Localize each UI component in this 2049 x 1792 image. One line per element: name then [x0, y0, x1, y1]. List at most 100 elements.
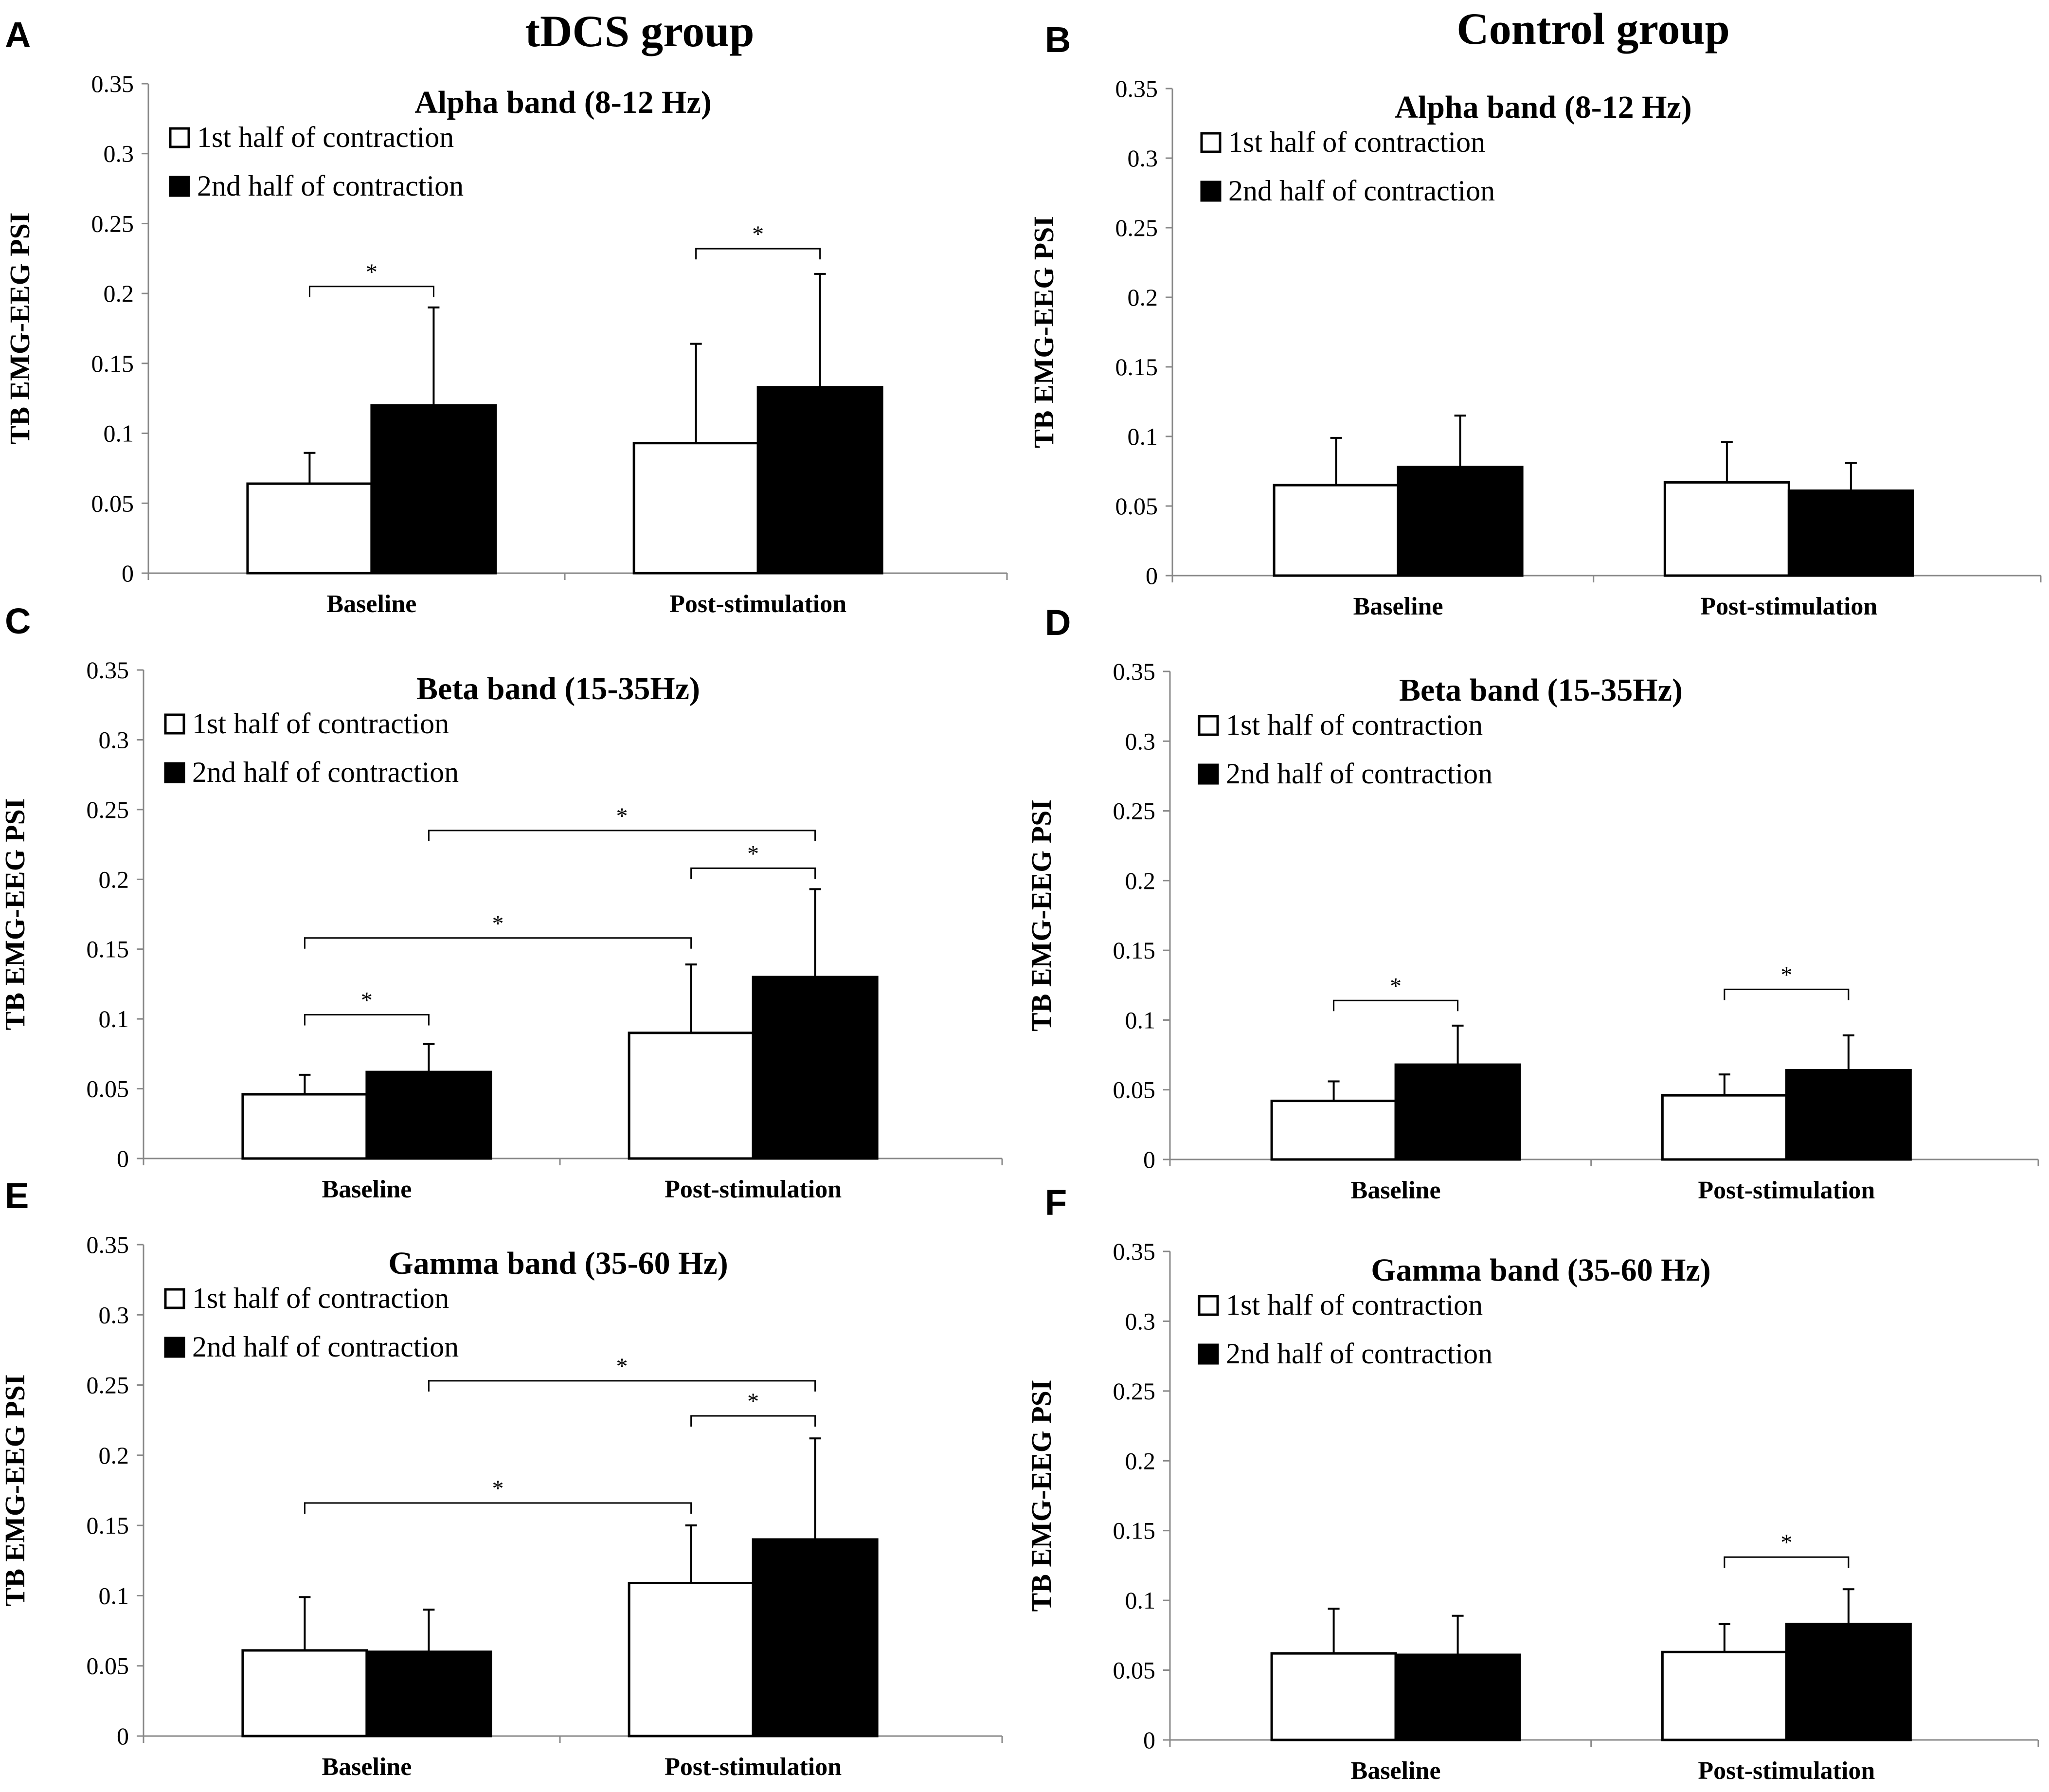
y-axis-label: TB EMG-EEG PSI — [4, 213, 36, 445]
bar — [365, 1070, 492, 1160]
chart-panel-b: B Alpha band (8-12 Hz) TB EMG-EEG PSI 0 0.05… — [1028, 19, 2042, 620]
legend-swatch — [169, 176, 190, 197]
legend-label: 1st half of contraction — [1226, 1289, 1483, 1321]
bar — [1394, 1063, 1521, 1161]
y-tick-label: 0.25 — [1115, 214, 1158, 241]
chart-panel-e: E Gamma band (35-60 Hz) TB EMG-EEG PSI 0 0.0… — [0, 1176, 1003, 1781]
y-tick-label: 0.2 — [1125, 867, 1156, 894]
legend-label: 2nd half of contraction — [1226, 758, 1492, 790]
y-tick-label: 0.1 — [99, 1005, 129, 1032]
category-label: Baseline — [1353, 593, 1443, 620]
bar — [1661, 1650, 1788, 1741]
legend-swatch — [164, 762, 185, 783]
y-tick-label: 0 — [117, 1722, 129, 1750]
y-tick-label: 0.05 — [1115, 492, 1158, 520]
y-tick-label: 0.25 — [87, 796, 129, 823]
y-tick-label: 0.05 — [91, 489, 134, 517]
bar — [1663, 481, 1790, 577]
legend-swatch — [164, 1288, 185, 1309]
legend-swatch — [164, 1337, 185, 1358]
y-tick-label: 0.3 — [1128, 145, 1158, 172]
chart-panel-f: F Gamma band (35-60 Hz) TB EMG-EEG PSI 0 0.0… — [1025, 1182, 2039, 1785]
significance-bracket — [428, 1380, 816, 1392]
significance-star: * — [616, 803, 628, 829]
bar — [1785, 1623, 1912, 1741]
significance-star: * — [1780, 962, 1792, 988]
bar — [246, 482, 373, 575]
panel-title: Alpha band (8-12 Hz) — [1395, 90, 1692, 125]
y-tick-label: 0.35 — [1115, 75, 1158, 102]
significance-star: * — [616, 1354, 628, 1379]
bar — [370, 404, 497, 575]
y-tick-label: 0.15 — [87, 936, 129, 963]
y-tick-label: 0.25 — [87, 1372, 129, 1399]
bar — [1394, 1653, 1521, 1741]
significance-bracket — [428, 830, 816, 841]
category-label: Baseline — [322, 1176, 412, 1203]
y-tick-label: 0.3 — [99, 1301, 129, 1328]
category-label: Baseline — [326, 590, 416, 618]
y-tick-label: 0.15 — [87, 1512, 129, 1539]
y-tick-label: 0.15 — [1113, 937, 1156, 964]
y-tick-label: 0 — [1146, 562, 1158, 589]
y-tick-label: 0.35 — [87, 1231, 129, 1258]
panel-letter: B — [1045, 19, 1071, 60]
bar — [241, 1093, 368, 1160]
y-tick-label: 0.25 — [1113, 1377, 1156, 1405]
y-tick-label: 0 — [1143, 1146, 1155, 1173]
category-label: Post-stimulation — [1700, 593, 1877, 620]
y-tick-label: 0.1 — [1125, 1587, 1156, 1614]
category-label: Baseline — [1351, 1177, 1441, 1204]
significance-bracket — [1333, 999, 1459, 1012]
category-label: Post-stimulation — [669, 590, 846, 618]
significance-bracket — [690, 867, 816, 879]
y-axis-label: TB EMG-EEG PSI — [0, 1375, 31, 1607]
y-tick-label: 0.35 — [87, 656, 129, 684]
significance-star: * — [366, 259, 377, 285]
y-tick-label: 0.1 — [104, 420, 134, 447]
y-tick-label: 0 — [1143, 1726, 1155, 1754]
bar — [1270, 1100, 1397, 1161]
y-tick-label: 0.15 — [1113, 1517, 1156, 1544]
legend-swatch — [164, 713, 185, 735]
panel-letter: D — [1045, 602, 1071, 643]
panel-letter: C — [5, 601, 31, 641]
y-tick-label: 0.3 — [1125, 1307, 1156, 1335]
column-title-tdcs: tDCS group — [525, 6, 754, 56]
legend-swatch — [169, 127, 190, 148]
legend-swatch — [1198, 715, 1219, 736]
legend-label: 2nd half of contraction — [1226, 1338, 1492, 1370]
legend-label: 1st half of contraction — [197, 121, 454, 153]
category-label: Post-stimulation — [1698, 1757, 1875, 1785]
legend-swatch — [1198, 1343, 1219, 1365]
bar — [1787, 489, 1914, 577]
panel-title: Gamma band (35-60 Hz) — [1371, 1252, 1710, 1288]
y-tick-label: 0.3 — [99, 726, 129, 753]
bar — [756, 386, 883, 575]
significance-bracket — [695, 248, 821, 260]
legend-label: 1st half of contraction — [1228, 126, 1485, 158]
significance-star: * — [1780, 1530, 1792, 1556]
y-tick-label: 0.2 — [99, 866, 129, 893]
legend-label: 2nd half of contraction — [192, 1331, 459, 1363]
y-tick-label: 0.05 — [87, 1075, 129, 1103]
y-tick-label: 0 — [122, 560, 134, 587]
bar — [752, 1538, 879, 1738]
significance-bracket — [1724, 1556, 1850, 1568]
significance-star: * — [747, 841, 759, 867]
category-label: Post-stimulation — [1698, 1177, 1875, 1204]
panel-title: Beta band (15-35Hz) — [416, 671, 700, 706]
category-label: Post-stimulation — [665, 1753, 842, 1781]
significance-bracket — [308, 286, 434, 297]
panel-letter: A — [5, 15, 31, 55]
panel-title: Gamma band (35-60 Hz) — [388, 1246, 728, 1281]
y-tick-label: 0.35 — [1113, 1238, 1156, 1265]
y-tick-label: 0 — [117, 1145, 129, 1172]
legend-swatch — [1200, 132, 1222, 153]
legend-swatch — [1200, 181, 1222, 202]
bar — [1273, 484, 1400, 577]
legend-label: 1st half of contraction — [192, 1282, 449, 1314]
bar — [1785, 1069, 1912, 1161]
bar — [1661, 1094, 1788, 1161]
